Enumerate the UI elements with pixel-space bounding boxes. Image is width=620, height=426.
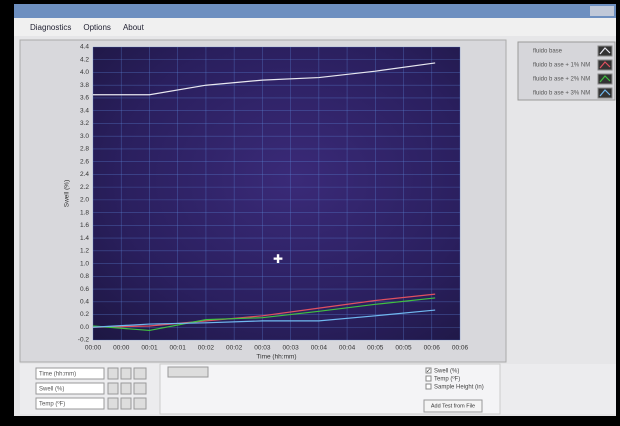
- title-bar: [14, 4, 616, 18]
- graph-tool-buttons[interactable]: [168, 367, 208, 377]
- checkbox[interactable]: [426, 384, 431, 389]
- checkbox[interactable]: [426, 376, 431, 381]
- y-tick-label: 3.8: [80, 82, 89, 89]
- y-tick-label: 0.6: [80, 286, 89, 293]
- x-tick-label: 00:05: [367, 345, 384, 352]
- x-axis-label: Time (hh:mm): [256, 354, 296, 361]
- field-button[interactable]: [108, 368, 118, 379]
- y-tick-label: 2.4: [80, 171, 89, 178]
- y-tick-label: 1.4: [80, 235, 89, 242]
- x-tick-label: 00:05: [395, 345, 412, 352]
- checkbox-label: Swell (%): [434, 369, 459, 375]
- y-tick-label: 0.2: [80, 311, 89, 318]
- checkmark: ✓: [426, 369, 431, 375]
- screen: Diagnostics Options About -0.2 0.0 0.2 0.4 0.6 0…: [0, 0, 620, 426]
- y-tick-label: 4.4: [80, 44, 89, 51]
- y-tick-label: 4.2: [80, 56, 89, 63]
- y-tick-label: 1.0: [80, 260, 89, 267]
- y-tick-label: 1.8: [80, 209, 89, 216]
- y-tick-label: 2.6: [80, 158, 89, 165]
- x-tick-label: 00:01: [170, 345, 187, 352]
- y-tick-label: -0.2: [78, 337, 90, 344]
- x-tick-label: 00:03: [282, 345, 299, 352]
- menu-item[interactable]: About: [123, 23, 145, 32]
- field-button[interactable]: [134, 398, 146, 409]
- field-label: Temp (ºF): [39, 401, 65, 408]
- window-controls[interactable]: [590, 6, 614, 16]
- field-button[interactable]: [134, 368, 146, 379]
- legend-label: fluido b ase + 2% NM: [533, 77, 590, 83]
- page: {"menu": ["Diagnostics", "Options", "Abo…: [0, 0, 620, 426]
- legend-label: fluido b ase + 3% NM: [533, 91, 590, 97]
- y-tick-label: 3.6: [80, 95, 89, 102]
- y-tick-label: 0.4: [80, 299, 89, 306]
- checkbox-label: Temp (ºF): [434, 376, 460, 383]
- field-button[interactable]: [108, 398, 118, 409]
- field-button[interactable]: [121, 383, 131, 394]
- cursor: ✚: [273, 252, 283, 266]
- y-tick-label: 4.0: [80, 69, 89, 76]
- x-tick-label: 00:03: [254, 345, 271, 352]
- y-axis-label: Swell (%): [64, 180, 71, 207]
- field-button[interactable]: [134, 383, 146, 394]
- y-tick-label: 2.2: [80, 184, 89, 191]
- legend-label: fluido base: [533, 49, 563, 55]
- y-tick-label: 1.6: [80, 222, 89, 229]
- x-tick-label: 00:01: [141, 345, 158, 352]
- menu-item[interactable]: Options: [83, 23, 111, 32]
- x-tick-label: 00:04: [311, 345, 328, 352]
- y-tick-label: 3.2: [80, 120, 89, 127]
- field-label: Time (hh:mm): [39, 372, 76, 378]
- field-button[interactable]: [121, 368, 131, 379]
- button-label: Add Test from File: [431, 403, 475, 409]
- y-tick-label: 3.0: [80, 133, 89, 140]
- x-tick-label: 00:02: [226, 345, 243, 352]
- x-tick-label: 00:02: [198, 345, 215, 352]
- x-tick-label: 00:06: [424, 345, 441, 352]
- field-button[interactable]: [108, 383, 118, 394]
- y-tick-label: 3.4: [80, 107, 89, 114]
- legend-label: fluido b ase + 1% NM: [533, 63, 590, 69]
- x-tick-label: 00:04: [339, 345, 356, 352]
- x-tick-label: 00:06: [452, 345, 469, 352]
- field-button[interactable]: [121, 398, 131, 409]
- checkbox-label: Sample Height (in): [434, 385, 484, 391]
- y-tick-label: 0.8: [80, 273, 89, 280]
- field-label: Swell (%): [39, 387, 64, 393]
- plot-area: [93, 47, 460, 340]
- y-tick-label: 2.0: [80, 197, 89, 204]
- y-tick-label: 1.2: [80, 248, 89, 255]
- y-tick-label: 0.0: [80, 324, 89, 331]
- y-tick-label: 2.8: [80, 146, 89, 153]
- menu-item[interactable]: Diagnostics: [30, 23, 71, 32]
- x-tick-label: 00:00: [85, 345, 102, 352]
- x-tick-label: 00:00: [113, 345, 130, 352]
